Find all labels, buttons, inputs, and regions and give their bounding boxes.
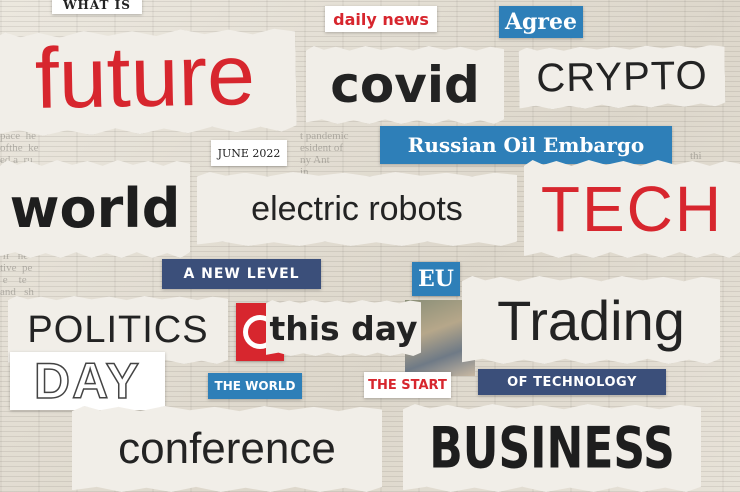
scrap-the-world: THE WORLD [208,373,302,399]
scrap-crypto: CRYPTO [518,44,725,110]
scrap-text: Trading [497,288,685,352]
scrap-text: THE WORLD [214,379,296,393]
scrap-text: daily news [333,9,429,29]
scrap-electric-robots: electric robots [197,172,517,246]
scrap-text: this day [269,308,418,348]
scrap-trading: Trading [462,276,720,364]
scrap-a-new-level: A NEW LEVEL [162,259,321,289]
scrap-text: EU [418,266,454,292]
scrap-world: world [0,160,190,258]
scrap-text: CRYPTO [535,53,708,100]
scrap-text: TECH [540,173,724,245]
scrap-covid: covid [306,46,504,124]
scrap-what-is: WHAT IS [52,0,142,14]
scrap-tech: TECH [524,160,740,258]
scrap-text: Russian Oil Embargo [407,133,645,157]
scrap-june-2022: JUNE 2022 [211,140,287,166]
scrap-business: BUSINESS [403,404,701,492]
scrap-future: future [0,27,297,136]
scrap-the-start: THE START [364,372,451,398]
scrap-text: conference [118,424,336,473]
scrap-russian-oil-embargo: Russian Oil Embargo [380,126,672,164]
scrap-eu: EU [412,262,460,296]
red-badge-icon [243,315,277,349]
scrap-text: BUSINESS [429,414,675,482]
scrap-text: covid [330,56,480,114]
background-newsprint-center: t pandemic esident of ny Ant in [300,130,349,178]
scrap-text: OF TECHNOLOGY [507,374,637,390]
scrap-of-technology: OF TECHNOLOGY [478,369,666,395]
scrap-this-day: this day [266,300,421,356]
scrap-text: world [9,177,181,240]
scrap-text: POLITICS [27,308,209,351]
scrap-day: DAY [10,352,165,410]
scrap-text: JUNE 2022 [217,146,281,160]
scrap-conference: conference [72,406,382,492]
scrap-text: THE START [368,377,447,393]
scrap-agree: Agree [499,6,583,38]
scrap-text: A NEW LEVEL [183,266,300,282]
scrap-text: DAY [33,352,141,410]
scrap-text: electric robots [251,189,463,228]
scrap-text: Agree [504,9,578,35]
scrap-daily-news: daily news [325,6,437,32]
scrap-text: WHAT IS [63,0,131,12]
scrap-text: future [34,27,256,127]
